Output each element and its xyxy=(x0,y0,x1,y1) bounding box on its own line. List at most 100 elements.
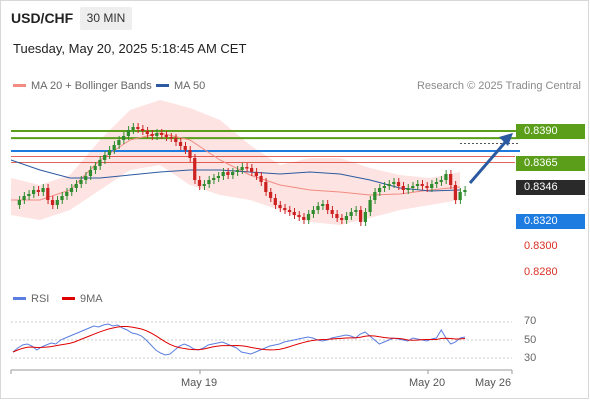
candle-body-70 xyxy=(344,216,349,220)
candle-body-61 xyxy=(302,217,306,220)
rsi-line xyxy=(12,323,466,356)
candle-body-88 xyxy=(430,184,434,188)
candle-body-17 xyxy=(93,166,97,170)
candle-body-26 xyxy=(136,127,140,129)
candle-body-83 xyxy=(406,188,410,190)
legend-9ma-label: 9MA xyxy=(80,293,103,305)
candle-body-35 xyxy=(178,142,183,146)
rsi-swatch-icon xyxy=(13,296,26,300)
candle-body-92 xyxy=(449,174,453,185)
candle-body-85 xyxy=(415,184,420,186)
candle-body-86 xyxy=(420,184,424,186)
legend-bollinger-label: MA 20 + Bollinger Bands xyxy=(31,80,152,92)
candle-body-51 xyxy=(254,172,258,176)
xaxis-label-0: May 19 xyxy=(181,377,218,389)
candle-body-94 xyxy=(458,192,462,200)
candle-body-63 xyxy=(311,210,315,214)
level-label-2: 0.8346 xyxy=(516,180,585,195)
level-label-1: 0.8365 xyxy=(516,156,585,171)
candle-body-14 xyxy=(79,180,83,184)
candle-body-36 xyxy=(183,146,187,150)
candle-body-74 xyxy=(363,212,367,222)
rsi-ma9-line xyxy=(12,326,466,353)
candle-body-89 xyxy=(434,182,439,184)
candle-body-82 xyxy=(401,186,405,190)
candle-body-77 xyxy=(377,188,382,192)
candle-body-64 xyxy=(316,206,320,210)
candle-body-10 xyxy=(60,196,64,200)
candle-body-30 xyxy=(155,133,159,136)
candle-body-48 xyxy=(240,167,244,170)
candle-body-39 xyxy=(197,180,202,186)
candle-body-18 xyxy=(98,160,102,166)
candle-body-37 xyxy=(188,150,192,158)
ma20-line xyxy=(11,132,461,201)
candle-body-52 xyxy=(259,176,263,182)
xaxis-label-1: May 20 xyxy=(409,377,446,389)
candle-body-45 xyxy=(226,172,230,175)
candle-body-93 xyxy=(453,185,458,200)
candle-body-3 xyxy=(27,194,31,196)
legend-bollinger: MA 20 + Bollinger Bands xyxy=(13,80,152,92)
level-label-5: 0.8280 xyxy=(524,266,558,278)
rsi-tick-30: 30 xyxy=(524,352,537,364)
candle-body-41 xyxy=(207,180,211,184)
candle-body-27 xyxy=(140,129,145,131)
forecast-arrow-shaft xyxy=(468,138,510,184)
level-label-3: 0.8320 xyxy=(516,214,585,229)
candle-body-69 xyxy=(340,218,344,220)
legend-rsi: RSI xyxy=(13,293,49,305)
rsi-tick-50: 50 xyxy=(524,334,537,346)
forecast-arrow-icon xyxy=(499,133,513,146)
candle-body-5 xyxy=(36,190,40,192)
level-label-4: 0.8300 xyxy=(524,240,558,252)
candle-body-67 xyxy=(330,210,334,214)
candle-body-38 xyxy=(193,158,197,180)
candle-body-4 xyxy=(31,190,36,194)
bollinger-swatch-icon xyxy=(13,83,26,87)
candle-body-72 xyxy=(354,210,358,212)
candle-body-91 xyxy=(444,174,448,180)
candle-body-56 xyxy=(278,205,282,208)
candle-body-6 xyxy=(41,188,45,192)
candle-body-11 xyxy=(65,192,69,196)
candle-body-65 xyxy=(321,204,325,206)
candle-body-34 xyxy=(174,138,178,142)
candle-body-50 xyxy=(249,168,254,172)
candle-body-79 xyxy=(387,184,391,186)
candle-body-24 xyxy=(126,130,130,136)
candle-body-60 xyxy=(297,215,301,217)
candle-body-62 xyxy=(306,214,311,220)
candle-body-46 xyxy=(231,172,235,175)
timeframe-button[interactable]: 30 MIN xyxy=(80,7,132,30)
candle-body-28 xyxy=(145,131,149,134)
candle-body-15 xyxy=(84,176,88,180)
candle-body-55 xyxy=(273,198,277,205)
rsi-tick-70: 70 xyxy=(524,315,537,327)
candle-body-2 xyxy=(22,196,26,200)
candle-body-12 xyxy=(69,188,74,192)
candle-body-8 xyxy=(50,200,55,205)
ma50-swatch-icon xyxy=(156,83,169,87)
candle-body-49 xyxy=(245,167,249,169)
candle-body-66 xyxy=(325,204,330,210)
candle-body-95 xyxy=(463,190,467,192)
candle-body-43 xyxy=(216,176,221,178)
legend-ma50: MA 50 xyxy=(156,80,205,92)
candle-body-54 xyxy=(268,192,273,198)
candle-body-20 xyxy=(107,150,112,155)
header-bar: USD/CHF 30 MIN xyxy=(0,0,590,36)
candle-body-22 xyxy=(117,140,121,145)
candle-body-9 xyxy=(55,200,59,205)
legend-ma50-label: MA 50 xyxy=(174,80,206,92)
candle-body-76 xyxy=(373,192,377,200)
candle-body-40 xyxy=(202,184,206,186)
candle-body-42 xyxy=(212,178,216,180)
candle-body-33 xyxy=(169,137,173,139)
candle-body-23 xyxy=(122,136,126,140)
candle-body-81 xyxy=(396,182,401,186)
candle-body-78 xyxy=(382,186,386,188)
candle-body-13 xyxy=(74,184,78,188)
candle-body-80 xyxy=(392,182,396,184)
